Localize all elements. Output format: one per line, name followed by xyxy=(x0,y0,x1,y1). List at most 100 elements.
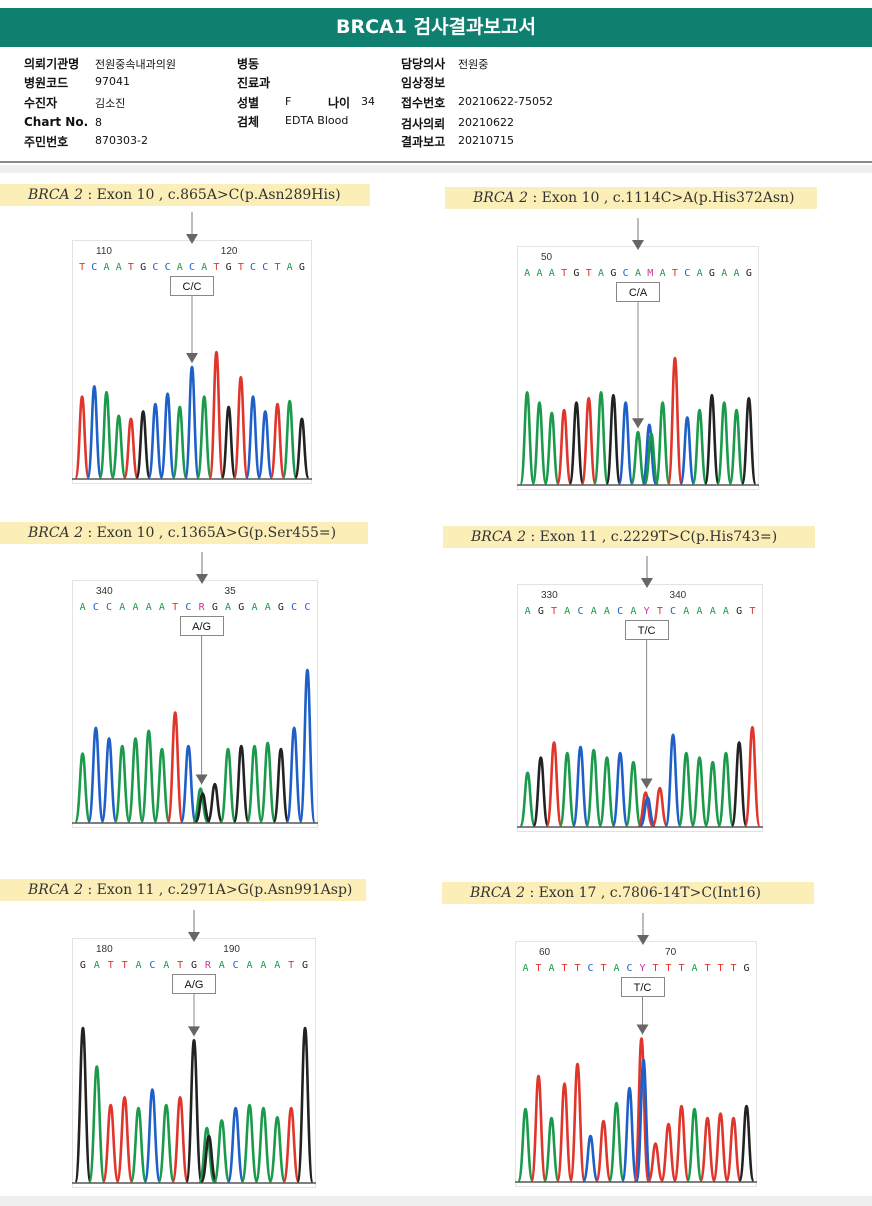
trace-peak xyxy=(194,792,212,824)
sequence-base: A xyxy=(80,602,86,613)
sequence-base: T xyxy=(288,960,294,971)
trace-peak xyxy=(179,744,197,824)
info-value: 8 xyxy=(95,116,102,129)
info-value: 전원중 xyxy=(458,58,489,71)
trace-peak xyxy=(569,1062,586,1183)
pointer-arrow xyxy=(640,778,653,789)
sequence-base: G xyxy=(573,268,579,279)
sequence-base: G xyxy=(299,262,305,273)
trace-peak xyxy=(639,796,657,828)
base-position: 190 xyxy=(223,944,240,955)
sequence-base: T xyxy=(717,963,723,974)
variant-label: BRCA 2 : Exon 10 , c.865A>C(p.Asn289His) xyxy=(0,184,370,206)
sequence-base: A xyxy=(251,602,257,613)
genotype-call: T/C xyxy=(620,977,665,997)
trace-peak xyxy=(647,1142,664,1183)
info-label: 수진자 xyxy=(24,96,58,110)
trace-peak xyxy=(268,1116,287,1184)
trace-peak xyxy=(220,405,237,480)
sequence-base: C xyxy=(152,262,158,273)
trace-peak xyxy=(232,744,250,824)
genotype-call: A/G xyxy=(172,974,216,994)
sequence-base: A xyxy=(564,606,570,617)
info-label: 진료과 xyxy=(237,76,271,90)
trace-peak xyxy=(157,1103,176,1184)
trace-peak xyxy=(633,1037,650,1183)
trace-peak xyxy=(691,408,708,486)
trace-peak xyxy=(728,408,745,486)
trace-peak xyxy=(208,350,225,480)
variant-label: BRCA 2 : Exon 11 , c.2971A>G(p.Asn991Asp… xyxy=(0,879,366,901)
trace-peak xyxy=(196,395,213,480)
variant-text: : Exon 10 , c.865A>C(p.Asn289His) xyxy=(83,187,341,203)
trace-peak xyxy=(605,393,622,486)
trace-peak xyxy=(532,756,550,828)
sequence-base: T xyxy=(586,268,592,279)
info-label: 의뢰기관명 xyxy=(24,57,80,71)
top-pointer-icon xyxy=(640,556,653,588)
trace-peak xyxy=(98,390,115,480)
trace-peak xyxy=(74,752,92,824)
pointer-arrow xyxy=(632,418,644,429)
sequence-base: Y xyxy=(644,606,650,617)
sequence-base: T xyxy=(657,606,663,617)
trace-peak xyxy=(686,1107,703,1183)
trace-peak xyxy=(212,1119,231,1184)
sequence-base: A xyxy=(591,606,597,617)
trace-peak xyxy=(259,741,277,824)
trace-peak xyxy=(635,1058,652,1183)
gene-name: BRCA 2 xyxy=(28,525,84,541)
base-position: 340 xyxy=(96,586,113,597)
trace-peak xyxy=(677,751,695,828)
pointer-arrow xyxy=(186,353,198,363)
trace-peak xyxy=(660,1122,677,1183)
trace-peak xyxy=(281,399,298,480)
trace-peak xyxy=(611,751,629,828)
report-title: BRCA1 검사결과보고서 xyxy=(0,8,872,47)
trace-peak xyxy=(140,729,158,824)
pointer-arrow xyxy=(636,1024,649,1035)
sequence-base: A xyxy=(548,963,554,974)
sequence-base: A xyxy=(132,602,138,613)
info-value: EDTA Blood xyxy=(285,114,349,127)
variant-text: : Exon 10 , c.1365A>G(p.Ser455=) xyxy=(83,525,337,541)
trace-peak xyxy=(582,1134,599,1183)
gene-name: BRCA 2 xyxy=(473,190,529,206)
trace-peak xyxy=(558,751,576,828)
trace-peak xyxy=(585,748,603,828)
trace-peak xyxy=(738,1104,755,1183)
sequence-base: A xyxy=(549,268,555,279)
trace-peak xyxy=(568,401,585,486)
sequence-base: A xyxy=(146,602,152,613)
sequence-base: C xyxy=(149,960,155,971)
trace-peak xyxy=(608,1101,625,1183)
sequence-base: A xyxy=(119,602,125,613)
sequence-base: A xyxy=(604,606,610,617)
trace-peak xyxy=(679,416,696,486)
trace-peak xyxy=(740,396,757,486)
sequence-base: C xyxy=(250,262,256,273)
trace-peak xyxy=(269,402,286,480)
trace-peak xyxy=(717,751,735,828)
sequence-base: G xyxy=(226,262,232,273)
sequence-base: C xyxy=(185,602,191,613)
trace-peak xyxy=(673,1104,690,1183)
base-position: 120 xyxy=(221,246,238,257)
trace-peak xyxy=(519,390,536,486)
sequence-base: A xyxy=(260,960,266,971)
variant-text: : Exon 10 , c.1114C>A(p.His372Asn) xyxy=(528,190,795,206)
trace-peak xyxy=(197,1126,216,1184)
sequence-base: A xyxy=(159,602,165,613)
top-pointer-icon xyxy=(186,212,198,244)
top-pointer-icon xyxy=(636,913,649,945)
sequence-base: C xyxy=(233,960,239,971)
sequence-base: G xyxy=(736,606,742,617)
trace-peak xyxy=(126,737,145,824)
sequence-base: A xyxy=(135,960,141,971)
sequence-base: C xyxy=(93,602,99,613)
info-value: 김소진 xyxy=(95,97,126,110)
variant-label: BRCA 2 : Exon 10 , c.1365A>G(p.Ser455=) xyxy=(0,522,368,544)
trace-peak xyxy=(545,741,563,828)
variant-label: BRCA 2 : Exon 17 , c.7806-14T>C(Int16) xyxy=(442,882,814,904)
pointer-arrow xyxy=(195,774,208,785)
